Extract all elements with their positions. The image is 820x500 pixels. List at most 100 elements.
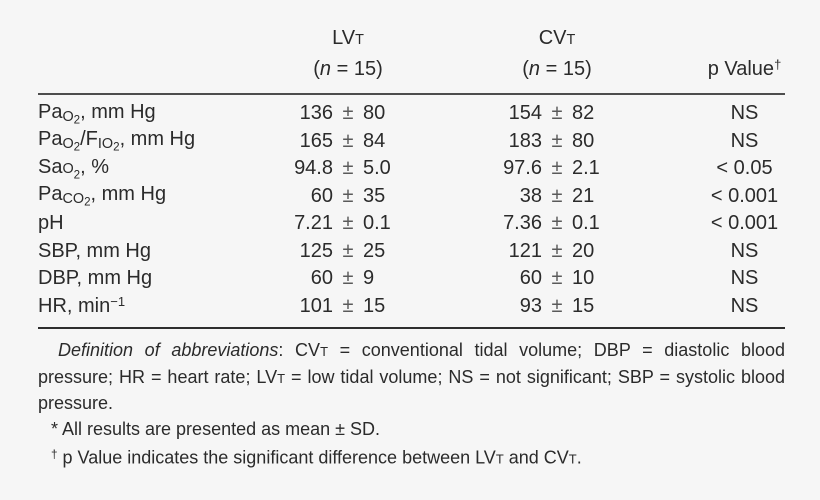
text-segment: T (277, 370, 286, 386)
header-lvt: LVT (n = 15) (250, 24, 446, 84)
plus-minus-symbol: ± (551, 267, 563, 290)
text-segment: . (576, 447, 582, 468)
cvt-value: 60 ±10 (446, 267, 668, 290)
mean-value: 97.6 (503, 157, 542, 180)
mean-value: 183 (508, 129, 542, 152)
table-row: pH 7.21 ±0.1 7.36 ±0.1 < 0.001 (38, 210, 785, 238)
row-label: PaO2, mm Hg (38, 101, 250, 127)
text-segment: O (62, 109, 74, 126)
p-value: NS (730, 102, 759, 125)
text-segment: /F (80, 128, 98, 151)
text-segment: = 15) (331, 58, 383, 80)
sd-value: 2.1 (572, 157, 600, 180)
sd-value: 9 (363, 267, 375, 290)
text-segment: O (62, 136, 74, 153)
text-segment: 2 (73, 141, 81, 155)
plus-minus-symbol: ± (551, 102, 563, 125)
text-segment: Pa (38, 183, 63, 206)
lvt-value: 165 ±84 (250, 130, 446, 153)
row-label: DBP, mm Hg (38, 267, 250, 290)
table-row: SaO2, % 94.8 ±5.0 97.6 ±2.1 < 0.05 (38, 155, 785, 183)
text-segment: SBP, mm Hg (38, 239, 151, 262)
p-value: < 0.05 (716, 157, 773, 180)
sd-value: 84 (363, 129, 386, 152)
sd-value: 5.0 (363, 157, 391, 180)
header-cvt-n: (n = 15) (446, 55, 668, 84)
mean-value: 165 (299, 129, 333, 152)
text-segment: O (62, 160, 74, 177)
text-segment: , mm Hg (119, 128, 196, 151)
lvt-value: 125 ±25 (250, 240, 446, 263)
header-cvt-title: CVT (446, 24, 668, 55)
text-segment: ( (313, 58, 320, 80)
lvt-value: 94.8 ±5.0 (250, 157, 446, 180)
plus-minus-symbol: ± (342, 212, 354, 235)
p-value: NS (730, 267, 759, 290)
mean-value: 7.36 (503, 212, 542, 235)
text-segment: Sa (38, 155, 63, 178)
table-row: PaO2/FIO2, mm Hg 165 ±84 183 ±80 NS (38, 128, 785, 156)
header-lvt-n: (n = 15) (250, 55, 446, 84)
header-cvt: CVT (n = 15) (446, 24, 668, 84)
text-segment: and CV (503, 447, 569, 468)
lvt-value: 7.21 ±0.1 (250, 212, 446, 235)
plus-minus-symbol: ± (551, 129, 563, 152)
text-segment: O (101, 136, 114, 153)
text-segment: † (774, 57, 782, 73)
text-segment: I (97, 136, 102, 153)
text-segment: −1 (110, 294, 126, 310)
plus-minus-symbol: ± (342, 129, 354, 152)
mean-value: 154 (508, 102, 542, 125)
text-segment: = low tidal volume; NS = not significant… (38, 366, 785, 414)
table-row: PaCO2, mm Hg 60 ±35 38 ±21 < 0.001 (38, 183, 785, 211)
table-row: PaO2, mm Hg 136 ±80 154 ±82 NS (38, 100, 785, 128)
header-blank-cell (38, 24, 250, 84)
mean-value: 101 (299, 294, 333, 317)
table-row: SBP, mm Hg 125 ±25 121 ±20 NS (38, 238, 785, 266)
sd-value: 15 (572, 294, 595, 317)
sd-value: 0.1 (363, 212, 391, 235)
text-segment: T (566, 32, 576, 48)
header-p-value-title: p Value† (708, 50, 782, 84)
mean-value: 7.21 (294, 212, 333, 235)
sd-value: 15 (363, 294, 386, 317)
text-segment: Pa (38, 100, 63, 123)
plus-minus-symbol: ± (551, 239, 563, 262)
text-segment: p Value indicates the significant differ… (57, 447, 496, 468)
plus-minus-symbol: ± (551, 184, 563, 207)
plus-minus-symbol: ± (551, 212, 563, 235)
mean-value: 60 (519, 267, 542, 290)
mean-value: 38 (519, 184, 542, 207)
text-segment: 2 (113, 141, 120, 155)
text-segment: DBP, mm Hg (38, 267, 153, 290)
plus-minus-symbol: ± (342, 294, 354, 317)
cvt-value: 97.6 ±2.1 (446, 157, 668, 180)
plus-minus-symbol: ± (342, 184, 354, 207)
mean-value: 60 (310, 184, 333, 207)
plus-minus-symbol: ± (342, 102, 354, 125)
cvt-value: 154 ±82 (446, 102, 668, 125)
table-row: HR, min−1 101 ±15 93 ±15 NS (38, 293, 785, 321)
text-segment: HR, min (38, 295, 111, 318)
text-segment: , % (80, 155, 110, 178)
plus-minus-symbol: ± (342, 267, 354, 290)
results-table: LVT (n = 15) CVT (n = 15) p Value† PaO2,… (38, 24, 785, 329)
sd-value: 35 (363, 184, 386, 207)
text-segment: CO (62, 191, 85, 208)
row-label: HR, min−1 (38, 294, 250, 318)
sd-value: 80 (363, 102, 386, 125)
text-segment: Pa (38, 128, 63, 151)
text-segment: n (528, 58, 541, 80)
lvt-value: 60 ±35 (250, 185, 446, 208)
text-segment: 2 (73, 113, 81, 127)
mean-value: 93 (519, 294, 542, 317)
header-p-value: p Value† (668, 24, 785, 84)
sd-value: 82 (572, 102, 595, 125)
row-label: SBP, mm Hg (38, 240, 250, 263)
text-segment: = 15) (540, 58, 592, 80)
table-row: DBP, mm Hg 60 ±9 60 ±10 NS (38, 265, 785, 293)
lvt-value: 60 ±9 (250, 267, 446, 290)
sd-value: 80 (572, 129, 595, 152)
p-value: NS (730, 129, 759, 152)
